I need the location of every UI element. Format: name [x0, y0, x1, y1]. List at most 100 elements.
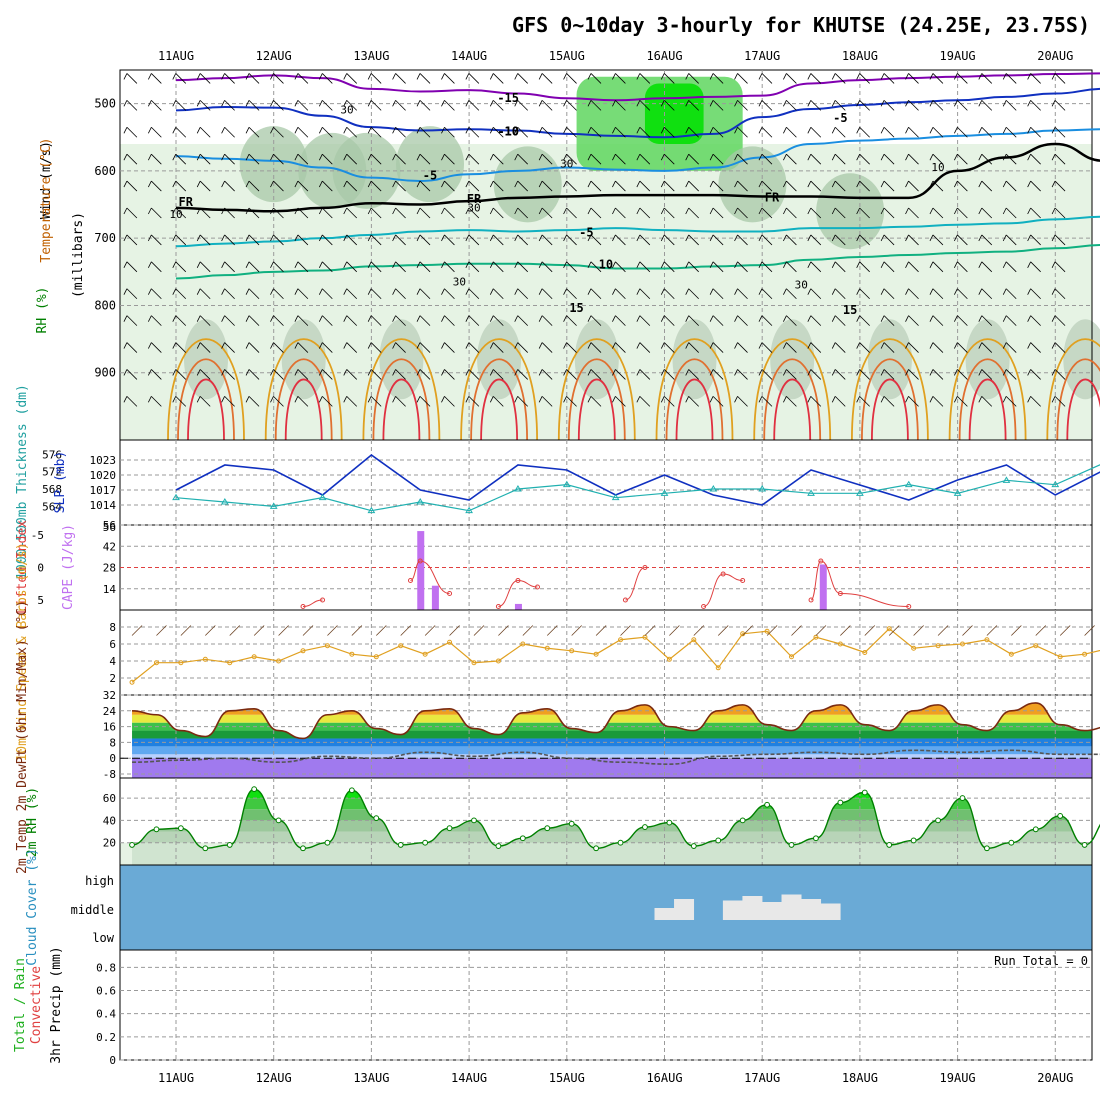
wind-barb: [273, 126, 284, 138]
wind-barb-flag: [318, 73, 323, 80]
isotherm-line: [175, 72, 1100, 102]
wind-barb: [737, 73, 748, 84]
wind-barb-flag: [343, 180, 348, 188]
wind-barb: [761, 261, 773, 273]
wind-barb-flag: [563, 127, 567, 134]
wind-barb-flag: [123, 127, 128, 134]
slp-axis-label: SLP (mb): [53, 451, 68, 514]
wind-barb: [932, 180, 944, 192]
wind-barb-flag: [147, 100, 152, 107]
slp-tick-label: 1023: [90, 454, 117, 467]
wind-barb: [957, 288, 968, 300]
wind-barb-flag: [856, 369, 861, 376]
wind-barb-flag: [685, 154, 690, 161]
wind-barb: [566, 234, 577, 246]
rh-marker: [837, 799, 844, 806]
wind-barb-flag: [270, 100, 274, 107]
wind-barb-flag: [416, 396, 421, 403]
wind-barb-flag: [660, 315, 665, 322]
wind-barb: [864, 625, 876, 636]
wind-barb-flag: [489, 342, 494, 349]
wind-barb: [444, 73, 455, 84]
wind-barb: [248, 207, 260, 219]
wind-barb: [297, 342, 309, 353]
wind-barb-flag: [318, 396, 323, 403]
wind-barb-flag: [465, 127, 470, 134]
wind-barb-flag: [758, 288, 763, 295]
wind-barb-flag: [758, 207, 763, 215]
wind-barb: [224, 369, 235, 380]
wind-barb-flag: [441, 207, 445, 215]
wind-barb-flag: [856, 154, 861, 161]
wind-barb-flag: [343, 315, 348, 322]
precip-tick-label: 0: [109, 1054, 116, 1067]
wind-barb: [468, 369, 480, 380]
wind-barb-flag: [783, 396, 787, 403]
wind-barb: [834, 100, 846, 111]
wind-barb: [419, 288, 431, 300]
wind-barb-flag: [563, 315, 567, 322]
wind-barb: [688, 207, 699, 219]
wind-barb-flag: [1051, 315, 1056, 322]
wind-barb: [883, 315, 895, 326]
wind-barb-flag: [416, 180, 421, 188]
top-date-axis: 11AUG 12AUG 13AUG 14AUG 15AUG 16AUG 17AUG 18AUG…: [158, 49, 1073, 63]
wind-barb-flag: [489, 288, 494, 295]
wind-barb: [590, 73, 602, 84]
wind-barb-flag: [465, 100, 470, 107]
wind-barb: [810, 207, 822, 219]
rh-marker: [886, 842, 893, 848]
wind-barb-flag: [172, 127, 177, 134]
wind-barb-flag: [392, 396, 396, 403]
date-tick-label: 12AUG: [256, 49, 292, 63]
wind-barb-flag: [514, 369, 519, 376]
wind-barb-flag: [807, 261, 812, 268]
wind-barb: [498, 625, 509, 636]
thickness-marker: [856, 489, 864, 496]
wind-barb-flag: [416, 288, 421, 295]
slp-tick-label: 1017: [90, 484, 117, 497]
wind-barb: [712, 100, 724, 111]
rh-marker: [202, 845, 209, 852]
rh-contour-label: 10: [931, 161, 944, 174]
wind-barb-flag: [807, 127, 812, 134]
wind-barb: [370, 342, 382, 353]
wind-barb-flag: [636, 127, 641, 134]
wind-barb-flag: [1027, 180, 1032, 188]
wind-barb-flag: [1002, 288, 1007, 295]
wind-barb-flag: [660, 127, 665, 134]
contour-label: FR: [467, 192, 482, 206]
wind-barb: [761, 288, 773, 300]
wind-speed-marker: [935, 643, 941, 649]
wind-barb-flag: [245, 396, 250, 403]
wind-tick-label: 8: [109, 621, 116, 634]
date-tick-label: 16AUG: [646, 49, 682, 63]
wind-barb: [541, 396, 553, 407]
wind-barb: [322, 100, 333, 111]
wind-barb-flag: [758, 127, 763, 134]
wind-barb-flag: [856, 315, 861, 322]
wind-speed-marker: [837, 641, 843, 647]
wind-speed-axis-label: 10m Wind Speed & Barbs (m/s): [15, 542, 30, 761]
wind-barb-flag: [172, 207, 177, 215]
wind-barb-flag: [978, 288, 983, 295]
wind-barb: [859, 288, 870, 300]
wind-barb-flag: [783, 127, 787, 134]
wind-barb: [834, 234, 846, 246]
wind-barb: [883, 207, 895, 219]
rh-contour-label: 10: [169, 208, 182, 221]
wind-barb-flag: [1051, 369, 1056, 376]
wind-barb-flag: [685, 261, 690, 268]
wind-barb-flag: [318, 127, 323, 134]
temperature-contour: [372, 358, 431, 441]
rh-marker: [1008, 839, 1015, 846]
temperature-contour: [577, 378, 616, 441]
wind-barb-flag: [636, 315, 641, 322]
wind-barb-flag: [709, 180, 714, 188]
wind-barb-flag: [929, 207, 934, 215]
wind-barb-flag: [685, 100, 690, 107]
wind-barb-flag: [1027, 154, 1032, 161]
wind-barb: [957, 153, 968, 165]
wind-barb-flag: [856, 234, 861, 242]
wind-barb: [981, 234, 993, 246]
